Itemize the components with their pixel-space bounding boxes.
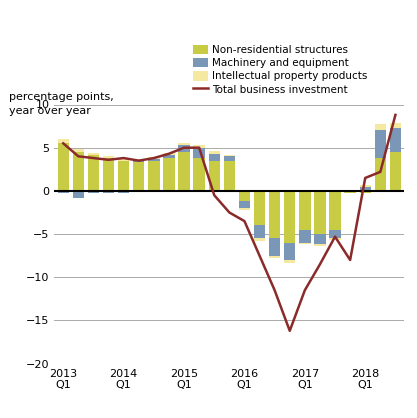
Bar — [239, 201, 250, 208]
Bar — [359, 185, 371, 186]
Bar — [148, 161, 160, 191]
Bar — [329, 230, 341, 238]
Bar — [374, 130, 386, 158]
Bar — [178, 145, 190, 152]
Bar — [359, 191, 371, 194]
Bar — [193, 145, 205, 148]
Bar — [254, 191, 265, 225]
Bar — [148, 157, 160, 159]
Bar — [148, 159, 160, 161]
Bar — [314, 245, 326, 246]
Bar — [254, 225, 265, 238]
Bar — [344, 193, 356, 194]
Bar — [208, 154, 220, 161]
Bar — [178, 143, 190, 145]
Bar — [133, 161, 144, 162]
Bar — [58, 191, 69, 193]
Bar — [88, 191, 99, 193]
Bar — [178, 152, 190, 191]
Bar — [239, 208, 250, 210]
Bar — [269, 256, 280, 258]
Bar — [344, 191, 356, 193]
Bar — [193, 148, 205, 158]
Bar — [284, 243, 295, 260]
Bar — [359, 186, 371, 191]
Bar — [58, 139, 69, 143]
Bar — [73, 152, 84, 191]
Bar — [73, 191, 84, 198]
Bar — [299, 230, 311, 243]
Bar — [314, 191, 326, 234]
Bar — [193, 158, 205, 191]
Bar — [133, 162, 144, 191]
Bar — [269, 238, 280, 256]
Bar — [133, 159, 144, 161]
Bar — [269, 191, 280, 238]
Bar — [284, 260, 295, 263]
Bar — [390, 122, 401, 128]
Bar — [103, 158, 114, 191]
Bar — [208, 151, 220, 154]
Bar — [374, 158, 386, 191]
Bar — [88, 153, 99, 155]
Bar — [224, 156, 235, 161]
Bar — [118, 159, 129, 161]
Bar — [299, 191, 311, 230]
Bar — [58, 143, 69, 191]
Bar — [374, 123, 386, 130]
Bar — [118, 191, 129, 193]
Bar — [224, 161, 235, 191]
Bar — [254, 238, 265, 241]
Text: percentage points,: percentage points, — [9, 92, 113, 102]
Bar — [390, 128, 401, 152]
Bar — [314, 234, 326, 245]
Bar — [239, 191, 250, 201]
Bar — [103, 156, 114, 158]
Bar — [163, 153, 175, 155]
Bar — [299, 243, 311, 245]
Text: year over year: year over year — [9, 106, 90, 116]
Bar — [163, 158, 175, 191]
Bar — [224, 155, 235, 156]
Legend: Non-residential structures, Machinery and equipment, Intellectual property produ: Non-residential structures, Machinery an… — [193, 45, 368, 94]
Bar — [88, 155, 99, 191]
Bar — [329, 191, 341, 230]
Bar — [390, 152, 401, 191]
Bar — [73, 149, 84, 152]
Bar — [103, 191, 114, 193]
Bar — [208, 161, 220, 191]
Bar — [329, 238, 341, 240]
Bar — [163, 155, 175, 158]
Bar — [118, 161, 129, 191]
Bar — [284, 191, 295, 243]
Bar — [344, 190, 356, 191]
